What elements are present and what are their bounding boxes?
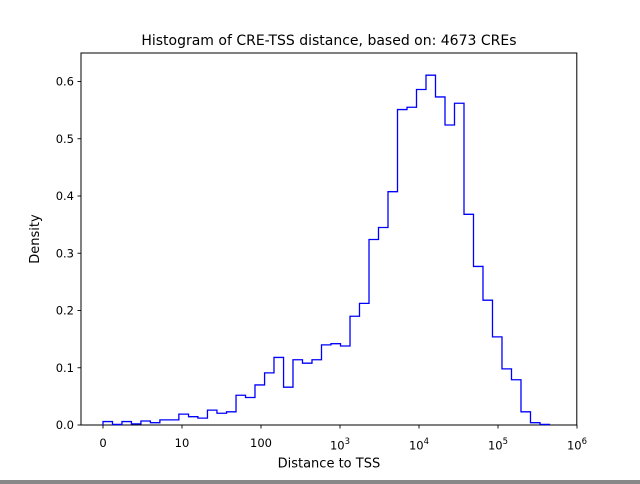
y-tick-label: 0.3 <box>56 246 74 260</box>
y-axis-label: Density <box>28 214 43 264</box>
x-tick-label: 103 <box>330 437 350 453</box>
series-layer <box>102 74 551 426</box>
histogram-step-line <box>102 74 551 426</box>
x-axis-label: Distance to TSS <box>278 457 381 472</box>
y-tick-label: 0.0 <box>56 418 74 432</box>
x-tick-label: 104 <box>409 437 429 453</box>
x-tick-label: 10 <box>175 436 190 450</box>
ticks-layer: 0 10 100 103 104 105 106 0.0 0.1 0.2 0.3 0.4 0.5 0.6 <box>56 75 587 453</box>
x-tick-label: 0 <box>99 436 106 450</box>
chart-title: Histogram of CRE-TSS distance, based on:… <box>141 33 516 49</box>
y-tick-label: 0.2 <box>56 304 74 318</box>
y-tick-label: 0.5 <box>56 132 74 146</box>
x-tick-label: 106 <box>567 437 587 453</box>
x-tick-label: 105 <box>488 437 508 453</box>
y-tick-label: 0.4 <box>56 189 74 203</box>
plot-area <box>80 52 578 426</box>
y-tick-label: 0.1 <box>56 361 74 375</box>
x-tick-label: 100 <box>250 436 272 450</box>
y-tick-label: 0.6 <box>56 75 74 89</box>
